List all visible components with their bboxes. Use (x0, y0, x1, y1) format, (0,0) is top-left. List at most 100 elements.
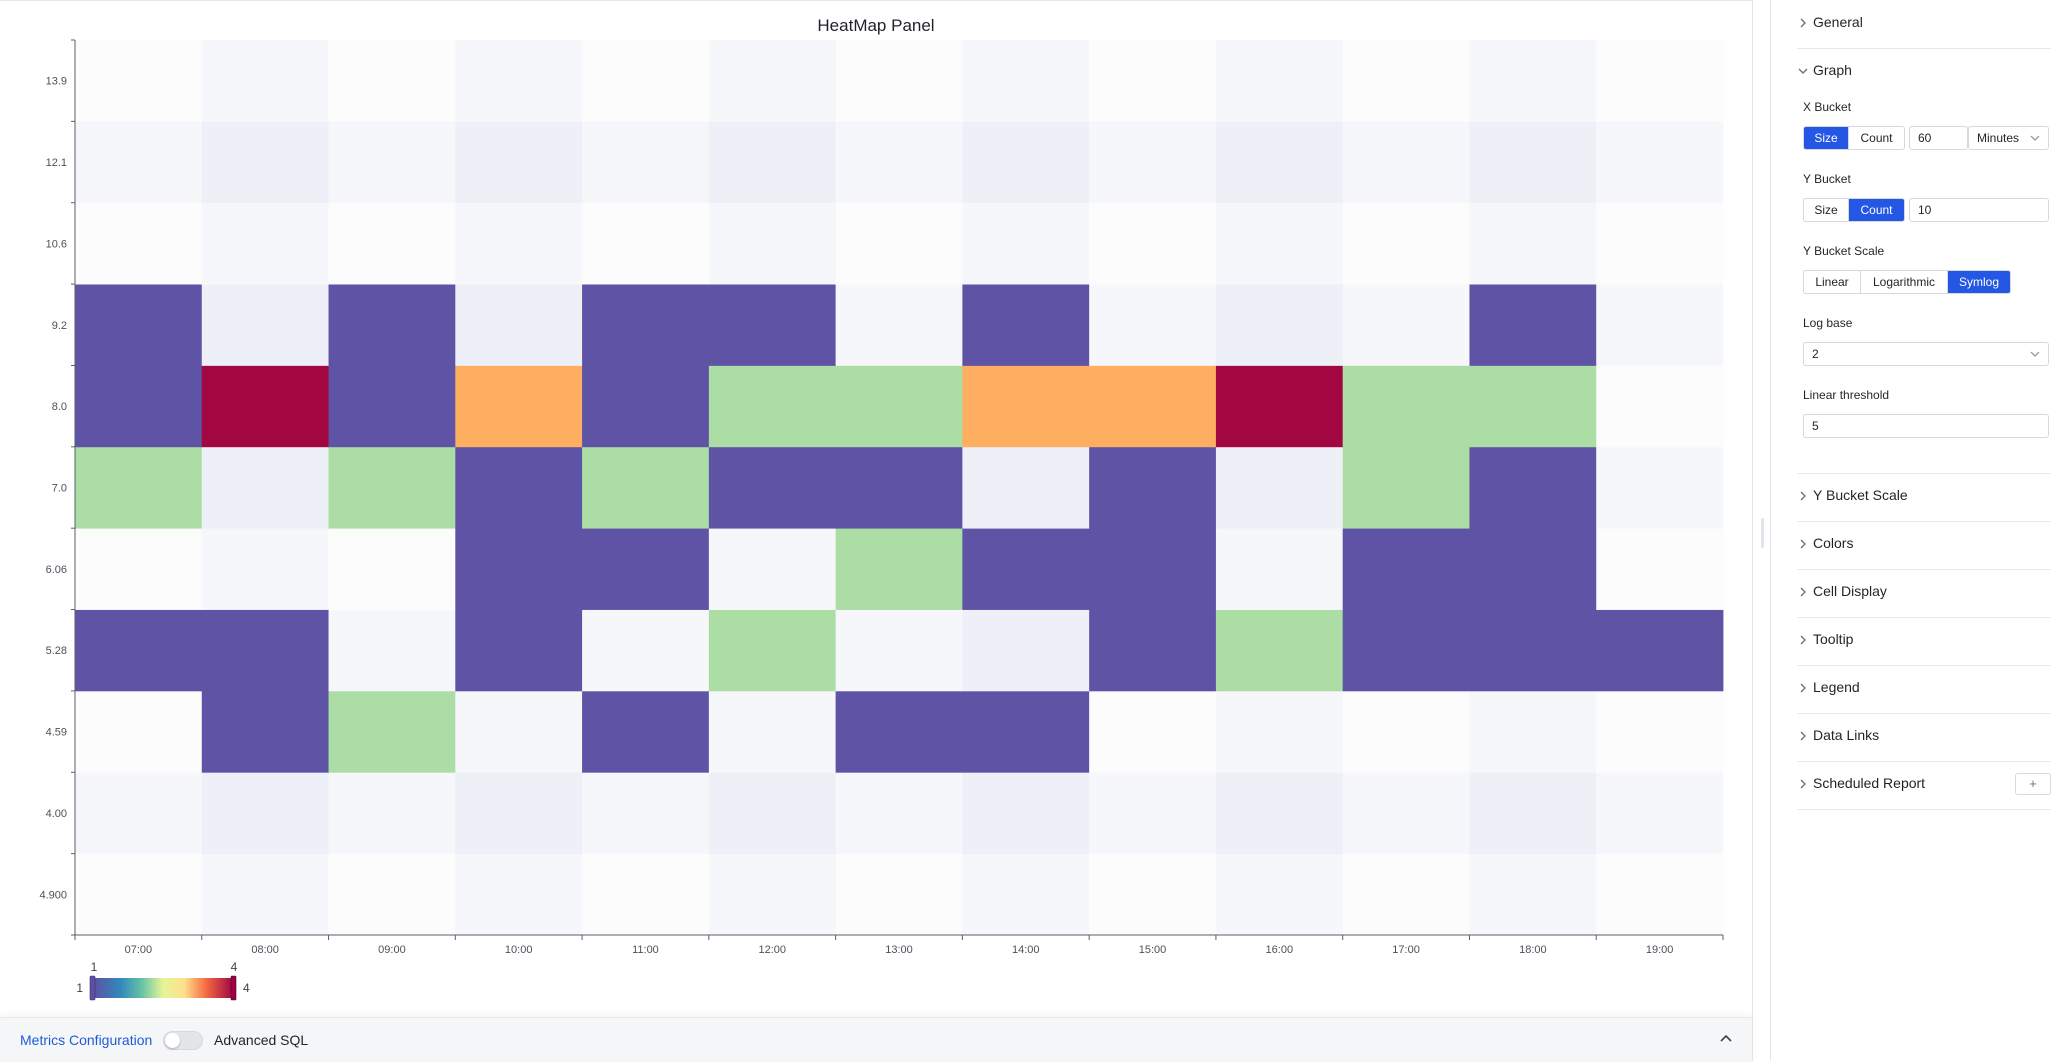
heatmap-cell[interactable] (201, 609, 329, 692)
heatmap-cell[interactable] (1342, 446, 1470, 529)
heatmap-cell[interactable] (582, 40, 710, 122)
heatmap-cell[interactable] (1215, 40, 1344, 122)
heatmap-cell[interactable] (1342, 528, 1470, 610)
heatmap-cell[interactable] (962, 853, 1090, 936)
heatmap-cell[interactable] (708, 365, 837, 448)
heatmap-cell[interactable] (582, 202, 710, 285)
x-bucket-count-option[interactable]: Count (1860, 131, 1893, 145)
heatmap-cell[interactable] (1215, 365, 1344, 448)
heatmap-cell[interactable] (201, 284, 329, 366)
heatmap-cell[interactable] (1469, 40, 1597, 122)
log-base-select[interactable]: 2 (1803, 342, 2049, 366)
x-bucket-unit-select[interactable]: Minutes (1968, 126, 2049, 150)
y-bucket-count-option[interactable]: Count (1849, 199, 1904, 221)
legend-min-handle[interactable] (89, 975, 96, 1001)
heatmap-cell[interactable] (455, 528, 583, 610)
heatmap-cell[interactable] (1215, 446, 1344, 529)
heatmap-cell[interactable] (75, 121, 203, 204)
heatmap-cell[interactable] (1469, 284, 1597, 366)
heatmap-cell[interactable] (708, 121, 837, 204)
metrics-configuration-link[interactable]: Metrics Configuration (20, 1032, 153, 1048)
heatmap-cell[interactable] (1342, 690, 1470, 773)
heatmap-cell[interactable] (708, 40, 837, 122)
heatmap-cell[interactable] (962, 284, 1090, 366)
heatmap-cell[interactable] (1469, 121, 1597, 204)
heatmap-cell[interactable] (962, 528, 1090, 610)
heatmap-cell[interactable] (455, 202, 583, 285)
heatmap-cell[interactable] (962, 365, 1090, 448)
heatmap-cell[interactable] (75, 365, 203, 448)
section-scheduled-report[interactable]: Scheduled Report + (1797, 761, 2051, 810)
heatmap-cell[interactable] (835, 446, 963, 529)
heatmap-cell[interactable] (708, 772, 837, 855)
section-colors[interactable]: Colors (1797, 521, 2051, 570)
heatmap-cell[interactable] (1596, 528, 1724, 610)
heatmap-cell[interactable] (1089, 853, 1217, 936)
heatmap-cell[interactable] (201, 772, 329, 855)
heatmap-cell[interactable] (582, 772, 710, 855)
heatmap-cell[interactable] (835, 609, 963, 692)
section-graph-label[interactable]: Graph (1813, 62, 1852, 78)
heatmap-cell[interactable] (1596, 121, 1724, 204)
y-bucket-value-input[interactable]: 10 (1909, 198, 2049, 222)
heatmap-cell[interactable] (1596, 40, 1724, 122)
heatmap-cell[interactable] (455, 121, 583, 204)
heatmap-cell[interactable] (1089, 121, 1217, 204)
heatmap-cell[interactable] (1215, 202, 1344, 285)
heatmap-cell[interactable] (962, 40, 1090, 122)
heatmap-cell[interactable] (962, 772, 1090, 855)
heatmap-cell[interactable] (328, 446, 456, 529)
heatmap-cell[interactable] (1215, 528, 1344, 610)
heatmap-cell[interactable] (1215, 121, 1344, 204)
heatmap-cell[interactable] (1342, 40, 1470, 122)
heatmap-cell[interactable] (1089, 446, 1217, 529)
heatmap-cell[interactable] (1342, 202, 1470, 285)
heatmap-cell[interactable] (1596, 202, 1724, 285)
heatmap-cell[interactable] (582, 365, 710, 448)
heatmap-cell[interactable] (1596, 446, 1724, 529)
scale-linear-option[interactable]: Linear (1804, 271, 1861, 293)
heatmap-cell[interactable] (1215, 772, 1344, 855)
heatmap-cell[interactable] (75, 853, 203, 936)
x-bucket-size-option[interactable]: Size (1804, 127, 1849, 149)
heatmap-cell[interactable] (1342, 365, 1470, 448)
heatmap-cell[interactable] (455, 40, 583, 122)
heatmap-cell[interactable] (201, 690, 329, 773)
heatmap-cell[interactable] (1215, 853, 1344, 936)
heatmap-cell[interactable] (455, 853, 583, 936)
heatmap-cell[interactable] (75, 202, 203, 285)
heatmap-cell[interactable] (328, 528, 456, 610)
heatmap-cell[interactable] (1469, 528, 1597, 610)
heatmap-cell[interactable] (835, 284, 963, 366)
heatmap-cell[interactable] (1469, 853, 1597, 936)
collapse-footer-button[interactable] (1716, 1029, 1736, 1049)
heatmap-cell[interactable] (582, 446, 710, 529)
heatmap-cell[interactable] (1089, 528, 1217, 610)
heatmap-cell[interactable] (1342, 772, 1470, 855)
chevron-down-icon[interactable] (1797, 65, 1809, 77)
heatmap-cell[interactable] (455, 284, 583, 366)
heatmap-cell[interactable] (1596, 284, 1724, 366)
heatmap-cell[interactable] (1469, 365, 1597, 448)
heatmap-cell[interactable] (455, 365, 583, 448)
heatmap-cell[interactable] (201, 446, 329, 529)
heatmap-cell[interactable] (835, 365, 963, 448)
heatmap-cell[interactable] (962, 609, 1090, 692)
heatmap-cell[interactable] (582, 690, 710, 773)
heatmap-cell[interactable] (1469, 772, 1597, 855)
heatmap-cell[interactable] (835, 40, 963, 122)
heatmap-cell[interactable] (1089, 284, 1217, 366)
heatmap-cell[interactable] (582, 853, 710, 936)
heatmap-cell[interactable] (1089, 365, 1217, 448)
heatmap-cell[interactable] (455, 609, 583, 692)
heatmap-chart[interactable]: 4.900 4.00 4.59 5.28 6.06 7.0 8.0 9.2 10.6 12.1 13… (0, 0, 1752, 1017)
heatmap-cell[interactable] (1089, 202, 1217, 285)
heatmap-cell[interactable] (1596, 853, 1724, 936)
heatmap-cell[interactable] (455, 446, 583, 529)
heatmap-cell[interactable] (455, 772, 583, 855)
heatmap-cell[interactable] (708, 853, 837, 936)
heatmap-cell[interactable] (201, 202, 329, 285)
heatmap-cell[interactable] (582, 609, 710, 692)
heatmap-cell[interactable] (201, 121, 329, 204)
heatmap-cell[interactable] (1089, 609, 1217, 692)
